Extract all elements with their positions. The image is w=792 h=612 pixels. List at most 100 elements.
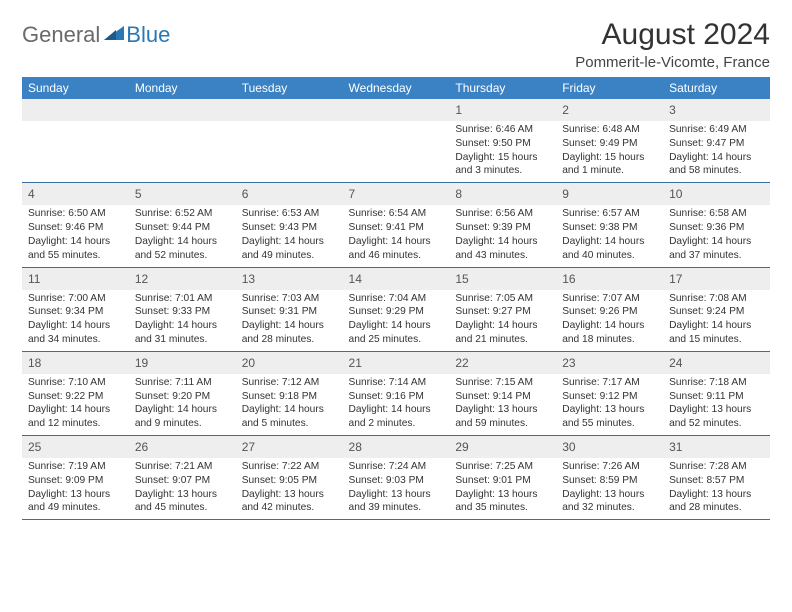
day-number-cell: 22 [449,351,556,374]
location-subtitle: Pommerit-le-Vicomte, France [575,54,770,71]
day-info: Sunrise: 7:25 AMSunset: 9:01 PMDaylight:… [455,460,550,515]
day-data-cell: Sunrise: 7:11 AMSunset: 9:20 PMDaylight:… [129,374,236,436]
day-number-cell: 1 [449,99,556,121]
day-data-cell: Sunrise: 7:25 AMSunset: 9:01 PMDaylight:… [449,458,556,520]
day-number-cell: 20 [236,351,343,374]
day-number-cell: 16 [556,267,663,290]
day-info: Sunrise: 7:17 AMSunset: 9:12 PMDaylight:… [562,376,657,431]
day-data-cell: Sunrise: 7:01 AMSunset: 9:33 PMDaylight:… [129,290,236,352]
day-number-cell: 30 [556,436,663,459]
day-number-cell: 6 [236,183,343,206]
day-data-cell: Sunrise: 6:46 AMSunset: 9:50 PMDaylight:… [449,121,556,183]
day-number-cell: 13 [236,267,343,290]
day-number-cell: 25 [22,436,129,459]
day-data-cell: Sunrise: 7:10 AMSunset: 9:22 PMDaylight:… [22,374,129,436]
day-number-cell: 28 [343,436,450,459]
month-title: August 2024 [575,18,770,52]
day-info: Sunrise: 6:57 AMSunset: 9:38 PMDaylight:… [562,207,657,262]
day-info: Sunrise: 6:52 AMSunset: 9:44 PMDaylight:… [135,207,230,262]
day-data-cell: Sunrise: 7:17 AMSunset: 9:12 PMDaylight:… [556,374,663,436]
day-number-cell: 14 [343,267,450,290]
day-data-cell: Sunrise: 7:18 AMSunset: 9:11 PMDaylight:… [663,374,770,436]
day-info: Sunrise: 7:08 AMSunset: 9:24 PMDaylight:… [669,292,764,347]
day-info: Sunrise: 6:56 AMSunset: 9:39 PMDaylight:… [455,207,550,262]
day-number-cell [129,99,236,121]
day-data-cell: Sunrise: 7:24 AMSunset: 9:03 PMDaylight:… [343,458,450,520]
day-number-cell: 17 [663,267,770,290]
day-number-cell: 12 [129,267,236,290]
day-info: Sunrise: 7:01 AMSunset: 9:33 PMDaylight:… [135,292,230,347]
day-number-cell: 4 [22,183,129,206]
day-data-cell: Sunrise: 6:58 AMSunset: 9:36 PMDaylight:… [663,205,770,267]
brand-part1: General [22,22,100,48]
day-info: Sunrise: 7:11 AMSunset: 9:20 PMDaylight:… [135,376,230,431]
day-data-cell: Sunrise: 7:14 AMSunset: 9:16 PMDaylight:… [343,374,450,436]
day-data-cell: Sunrise: 7:05 AMSunset: 9:27 PMDaylight:… [449,290,556,352]
day-number-cell: 31 [663,436,770,459]
day-info: Sunrise: 7:19 AMSunset: 9:09 PMDaylight:… [28,460,123,515]
day-number-cell: 23 [556,351,663,374]
day-data-cell [22,121,129,183]
day-data-cell: Sunrise: 6:56 AMSunset: 9:39 PMDaylight:… [449,205,556,267]
day-data-cell: Sunrise: 7:21 AMSunset: 9:07 PMDaylight:… [129,458,236,520]
day-data-cell: Sunrise: 7:00 AMSunset: 9:34 PMDaylight:… [22,290,129,352]
day-number-row: 45678910 [22,183,770,206]
day-info: Sunrise: 7:21 AMSunset: 9:07 PMDaylight:… [135,460,230,515]
weekday-header: Tuesday [236,77,343,99]
day-data-row: Sunrise: 6:50 AMSunset: 9:46 PMDaylight:… [22,205,770,267]
day-data-row: Sunrise: 6:46 AMSunset: 9:50 PMDaylight:… [22,121,770,183]
day-number-cell: 18 [22,351,129,374]
day-info: Sunrise: 6:58 AMSunset: 9:36 PMDaylight:… [669,207,764,262]
day-number-cell: 11 [22,267,129,290]
brand-part2: Blue [126,22,170,48]
day-data-cell: Sunrise: 7:07 AMSunset: 9:26 PMDaylight:… [556,290,663,352]
day-info: Sunrise: 7:12 AMSunset: 9:18 PMDaylight:… [242,376,337,431]
day-info: Sunrise: 7:22 AMSunset: 9:05 PMDaylight:… [242,460,337,515]
day-data-cell: Sunrise: 6:48 AMSunset: 9:49 PMDaylight:… [556,121,663,183]
day-number-cell: 26 [129,436,236,459]
day-data-cell: Sunrise: 7:08 AMSunset: 9:24 PMDaylight:… [663,290,770,352]
day-data-cell: Sunrise: 7:19 AMSunset: 9:09 PMDaylight:… [22,458,129,520]
day-data-cell: Sunrise: 7:12 AMSunset: 9:18 PMDaylight:… [236,374,343,436]
day-data-cell: Sunrise: 7:15 AMSunset: 9:14 PMDaylight:… [449,374,556,436]
day-number-cell: 24 [663,351,770,374]
weekday-header: Friday [556,77,663,99]
day-data-row: Sunrise: 7:10 AMSunset: 9:22 PMDaylight:… [22,374,770,436]
day-number-cell: 9 [556,183,663,206]
day-info: Sunrise: 6:48 AMSunset: 9:49 PMDaylight:… [562,123,657,178]
day-number-cell [236,99,343,121]
weekday-header: Sunday [22,77,129,99]
day-number-cell: 10 [663,183,770,206]
day-number-row: 18192021222324 [22,351,770,374]
day-number-row: 25262728293031 [22,436,770,459]
day-data-cell [129,121,236,183]
day-data-cell: Sunrise: 6:53 AMSunset: 9:43 PMDaylight:… [236,205,343,267]
day-info: Sunrise: 6:53 AMSunset: 9:43 PMDaylight:… [242,207,337,262]
weekday-header: Wednesday [343,77,450,99]
day-data-cell: Sunrise: 6:52 AMSunset: 9:44 PMDaylight:… [129,205,236,267]
day-info: Sunrise: 7:10 AMSunset: 9:22 PMDaylight:… [28,376,123,431]
day-number-cell: 29 [449,436,556,459]
day-data-cell: Sunrise: 7:04 AMSunset: 9:29 PMDaylight:… [343,290,450,352]
day-info: Sunrise: 7:03 AMSunset: 9:31 PMDaylight:… [242,292,337,347]
day-number-cell [22,99,129,121]
day-data-cell: Sunrise: 7:26 AMSunset: 8:59 PMDaylight:… [556,458,663,520]
day-info: Sunrise: 7:00 AMSunset: 9:34 PMDaylight:… [28,292,123,347]
day-data-cell: Sunrise: 6:49 AMSunset: 9:47 PMDaylight:… [663,121,770,183]
weekday-header-row: Sunday Monday Tuesday Wednesday Thursday… [22,77,770,99]
day-number-row: 123 [22,99,770,121]
day-data-cell: Sunrise: 6:57 AMSunset: 9:38 PMDaylight:… [556,205,663,267]
calendar-body: 123 Sunrise: 6:46 AMSunset: 9:50 PMDayli… [22,99,770,520]
day-data-cell: Sunrise: 7:28 AMSunset: 8:57 PMDaylight:… [663,458,770,520]
title-block: August 2024 Pommerit-le-Vicomte, France [575,18,770,71]
day-data-cell: Sunrise: 6:54 AMSunset: 9:41 PMDaylight:… [343,205,450,267]
day-info: Sunrise: 6:49 AMSunset: 9:47 PMDaylight:… [669,123,764,178]
day-number-cell: 8 [449,183,556,206]
calendar-page: General Blue August 2024 Pommerit-le-Vic… [0,0,792,530]
day-data-cell: Sunrise: 7:03 AMSunset: 9:31 PMDaylight:… [236,290,343,352]
day-number-cell: 15 [449,267,556,290]
weekday-header: Saturday [663,77,770,99]
day-number-cell: 3 [663,99,770,121]
weekday-header: Thursday [449,77,556,99]
day-number-cell: 7 [343,183,450,206]
